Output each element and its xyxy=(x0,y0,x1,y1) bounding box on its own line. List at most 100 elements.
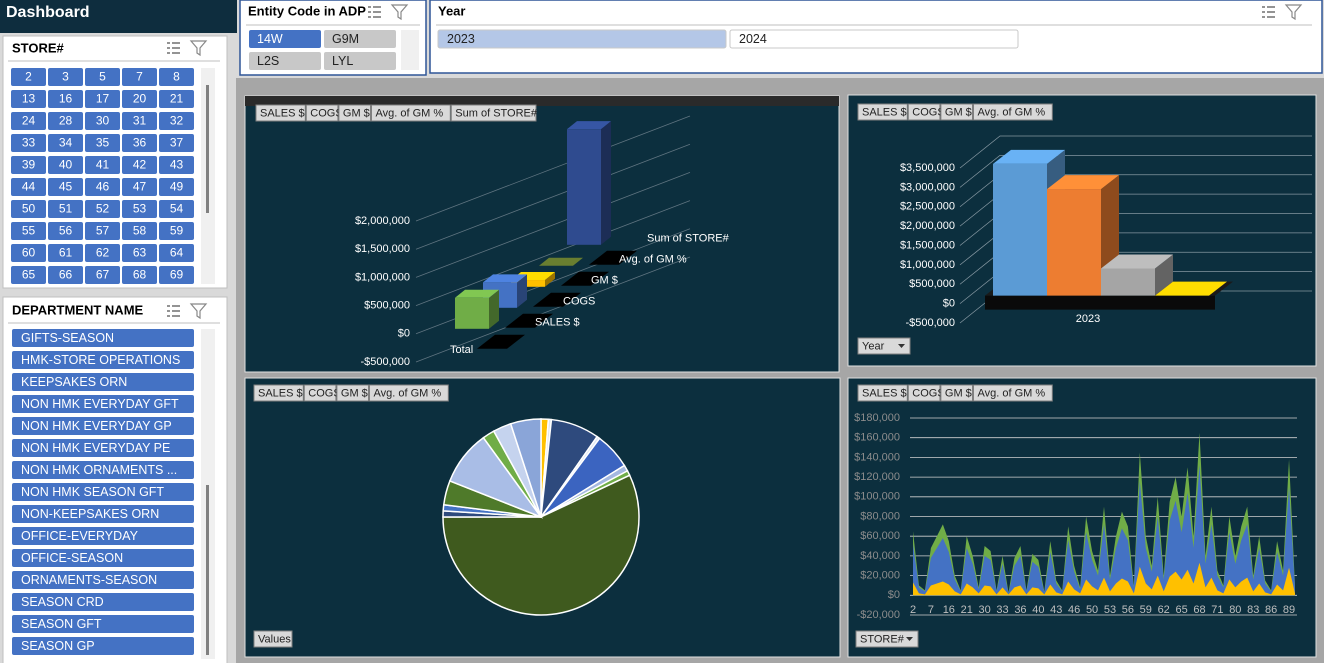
slicer-item[interactable] xyxy=(122,134,157,152)
slicer-item[interactable] xyxy=(48,134,83,152)
slicer-item[interactable] xyxy=(12,461,194,479)
field-button[interactable] xyxy=(857,384,908,402)
slicer-item[interactable] xyxy=(85,68,120,86)
slicer-item[interactable] xyxy=(122,178,157,196)
multi-select-icon[interactable] xyxy=(167,305,180,317)
clear-filter-icon[interactable] xyxy=(1284,4,1303,21)
slicer-item[interactable] xyxy=(12,549,194,567)
slicer-item[interactable] xyxy=(85,200,120,218)
slicer-item[interactable] xyxy=(11,112,46,130)
slicer-item[interactable] xyxy=(48,222,83,240)
slicer-item[interactable] xyxy=(11,90,46,108)
slicer-item[interactable] xyxy=(85,178,120,196)
slicer-item[interactable] xyxy=(48,200,83,218)
slicer-item[interactable] xyxy=(12,329,194,347)
slicer-item[interactable] xyxy=(12,373,194,391)
slicer-item[interactable] xyxy=(12,527,194,545)
filter-button[interactable] xyxy=(855,630,919,648)
slicer-item[interactable] xyxy=(85,90,120,108)
slicer-item[interactable] xyxy=(122,156,157,174)
clear-filter-icon[interactable] xyxy=(390,4,409,21)
field-button[interactable] xyxy=(303,384,337,402)
slicer-item[interactable] xyxy=(12,593,194,611)
multi-select-icon[interactable] xyxy=(167,42,180,54)
slicer-item[interactable] xyxy=(12,439,194,457)
slicer-item[interactable] xyxy=(11,222,46,240)
slicer-item[interactable] xyxy=(48,178,83,196)
field-button[interactable] xyxy=(336,384,369,402)
slicer-item[interactable] xyxy=(122,200,157,218)
slicer-item[interactable] xyxy=(11,156,46,174)
field-button[interactable] xyxy=(973,384,1053,402)
field-button[interactable] xyxy=(369,384,449,402)
slicer-item[interactable] xyxy=(159,222,194,240)
slicer-item[interactable] xyxy=(122,112,157,130)
slicer-item[interactable] xyxy=(249,52,321,70)
slicer-item[interactable] xyxy=(12,483,194,501)
slicer-item[interactable] xyxy=(11,178,46,196)
field-button[interactable] xyxy=(857,103,908,121)
field-button[interactable] xyxy=(907,103,941,121)
slicer-item[interactable] xyxy=(159,90,194,108)
slicer-item[interactable] xyxy=(122,90,157,108)
slicer-item[interactable] xyxy=(85,266,120,284)
slicer-item[interactable] xyxy=(122,68,157,86)
slicer-item[interactable] xyxy=(159,244,194,262)
field-button[interactable] xyxy=(907,384,941,402)
field-button[interactable] xyxy=(255,104,306,122)
slicer-item[interactable] xyxy=(159,156,194,174)
field-button[interactable] xyxy=(450,104,537,122)
slicer-item[interactable] xyxy=(12,637,194,655)
field-button[interactable] xyxy=(338,104,371,122)
slicer-item[interactable] xyxy=(12,571,194,589)
slicer-item[interactable] xyxy=(11,200,46,218)
slicer-item[interactable] xyxy=(159,266,194,284)
slicer-item[interactable] xyxy=(48,112,83,130)
axis-button[interactable] xyxy=(253,630,293,648)
field-button[interactable] xyxy=(305,104,339,122)
slicer-item[interactable] xyxy=(11,68,46,86)
multi-select-icon[interactable] xyxy=(1262,6,1275,18)
field-button[interactable] xyxy=(940,103,974,121)
slicer-item[interactable] xyxy=(48,266,83,284)
field-button[interactable] xyxy=(253,384,304,402)
slicer-item[interactable] xyxy=(159,134,194,152)
slicer-item[interactable] xyxy=(729,29,1019,49)
slicer-item[interactable] xyxy=(11,266,46,284)
slicer-item[interactable] xyxy=(122,222,157,240)
slicer-item[interactable] xyxy=(48,244,83,262)
slicer-item[interactable] xyxy=(12,417,194,435)
filter-button[interactable] xyxy=(857,337,911,355)
scrollbar-thumb[interactable] xyxy=(206,485,209,655)
slicer-item[interactable] xyxy=(48,156,83,174)
slicer-item[interactable] xyxy=(122,266,157,284)
slicer-item[interactable] xyxy=(12,351,194,369)
field-button[interactable] xyxy=(371,104,451,122)
slicer-item[interactable] xyxy=(159,68,194,86)
slicer-item[interactable] xyxy=(85,112,120,130)
clear-filter-icon[interactable] xyxy=(189,303,208,320)
slicer-item[interactable] xyxy=(12,505,194,523)
slicer-item[interactable] xyxy=(159,112,194,130)
slicer-item[interactable] xyxy=(85,134,120,152)
slicer-item[interactable] xyxy=(249,30,321,48)
slicer-item[interactable] xyxy=(48,90,83,108)
multi-select-icon[interactable] xyxy=(368,6,381,18)
slicer-item[interactable] xyxy=(12,615,194,633)
field-button[interactable] xyxy=(940,384,974,402)
slicer-item[interactable] xyxy=(85,244,120,262)
slicer-item[interactable] xyxy=(159,200,194,218)
slicer-item[interactable] xyxy=(48,68,83,86)
scrollbar-thumb[interactable] xyxy=(206,85,209,213)
slicer-item[interactable] xyxy=(324,52,396,70)
slicer-item[interactable] xyxy=(12,395,194,413)
slicer-item[interactable] xyxy=(85,156,120,174)
slicer-item[interactable] xyxy=(324,30,396,48)
slicer-item[interactable] xyxy=(11,134,46,152)
slicer-item[interactable] xyxy=(122,244,157,262)
field-button[interactable] xyxy=(973,103,1053,121)
slicer-item[interactable] xyxy=(159,178,194,196)
slicer-item[interactable] xyxy=(437,29,727,49)
clear-filter-icon[interactable] xyxy=(189,40,208,57)
slicer-item[interactable] xyxy=(11,244,46,262)
